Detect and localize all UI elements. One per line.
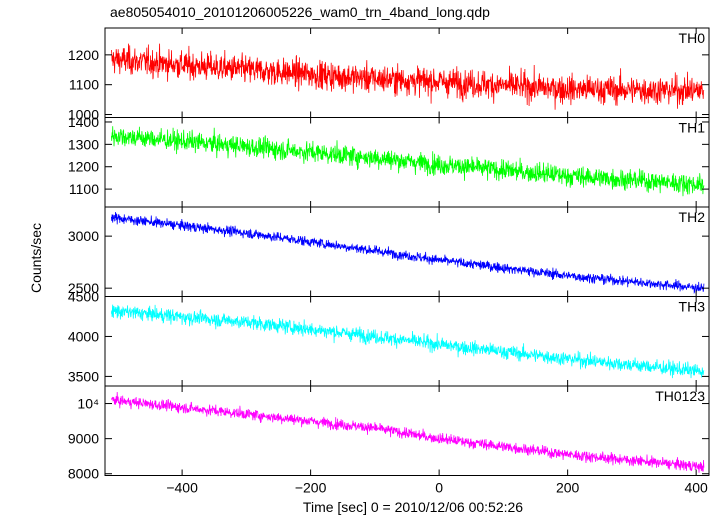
y-tick-label: 1200 <box>68 159 99 175</box>
x-tick-label: 400 <box>684 480 708 496</box>
chart-title: ae805054010_20101206005226_wam0_trn_4ban… <box>110 4 490 20</box>
series-line-th0 <box>111 43 705 110</box>
x-tick-label: −200 <box>295 480 327 496</box>
y-tick-label: 1100 <box>69 77 99 93</box>
y-tick-label: 1300 <box>68 136 99 152</box>
y-tick-label: 9000 <box>68 431 99 447</box>
y-tick-label: 8000 <box>68 466 99 482</box>
panel-label-th0: TH0 <box>679 30 706 46</box>
y-tick-label: 3500 <box>68 368 99 384</box>
y-axis-label: Counts/sec <box>28 222 44 294</box>
y-tick-label: 4000 <box>68 328 99 344</box>
series-line-th0123 <box>111 391 705 473</box>
y-tick-label: 10⁴ <box>77 396 99 412</box>
series-line-th2 <box>111 211 705 294</box>
x-tick-label: 0 <box>435 480 443 496</box>
panel-label-th1: TH1 <box>679 120 706 136</box>
series-line-th1 <box>111 126 705 197</box>
panel-frame-th0123 <box>104 385 710 476</box>
x-axis-label: Time [sec] 0 = 2010/12/06 00:52:26 <box>302 499 524 515</box>
panel-label-th2: TH2 <box>679 209 706 225</box>
x-tick-label: −400 <box>166 480 198 496</box>
y-tick-label: 1200 <box>68 47 99 63</box>
y-tick-label: 3000 <box>68 228 99 244</box>
y-tick-label: 2500 <box>68 280 99 296</box>
y-tick-label: 4500 <box>68 289 99 305</box>
panel-label-th0123: TH0123 <box>655 388 705 404</box>
series-line-th3 <box>111 304 705 379</box>
panel-label-th3: TH3 <box>679 299 706 315</box>
y-tick-label: 1400 <box>68 114 99 130</box>
x-tick-label: 200 <box>556 480 580 496</box>
y-tick-label: 1000 <box>68 107 99 123</box>
y-tick-label: 1100 <box>69 181 99 197</box>
